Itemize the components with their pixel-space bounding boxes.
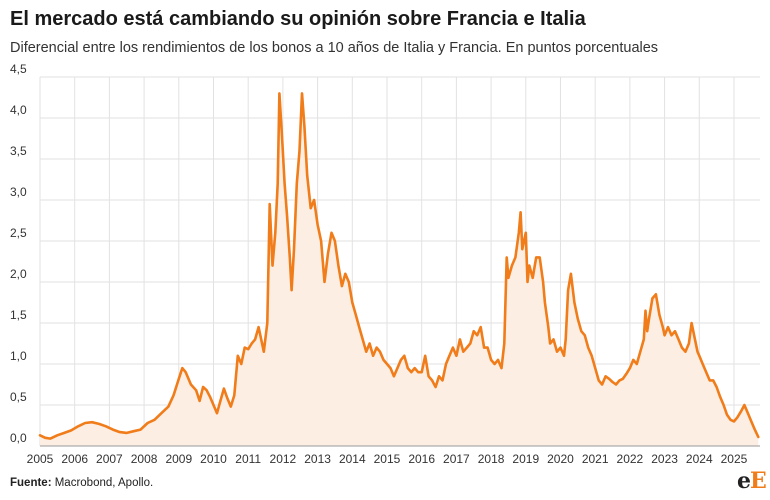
x-tick-label: 2010 bbox=[200, 452, 227, 466]
x-tick-label: 2018 bbox=[478, 452, 505, 466]
x-tick-label: 2008 bbox=[131, 452, 158, 466]
y-tick-label: 3,5 bbox=[10, 144, 27, 158]
x-tick-label: 2006 bbox=[61, 452, 88, 466]
source-text: Macrobond, Apollo. bbox=[51, 477, 154, 489]
el-economista-logo: eE bbox=[737, 468, 767, 494]
x-tick-label: 2015 bbox=[374, 452, 401, 466]
x-tick-label: 2012 bbox=[270, 452, 297, 466]
x-tick-label: 2017 bbox=[443, 452, 470, 466]
x-tick-label: 2005 bbox=[27, 452, 54, 466]
logo-letter-capital-e: E bbox=[750, 468, 767, 494]
source-label: Fuente: bbox=[10, 477, 52, 489]
logo-letter-e: e bbox=[737, 468, 751, 494]
x-tick-label: 2025 bbox=[721, 452, 748, 466]
y-tick-label: 2,5 bbox=[10, 226, 27, 240]
x-tick-label: 2009 bbox=[165, 452, 192, 466]
x-tick-label: 2013 bbox=[304, 452, 331, 466]
x-tick-label: 2022 bbox=[617, 452, 644, 466]
y-tick-label: 1,5 bbox=[10, 308, 27, 322]
spread-series-line bbox=[38, 92, 760, 440]
x-tick-label: 2016 bbox=[408, 452, 435, 466]
spread-area-fill bbox=[40, 93, 759, 447]
source-note: Fuente: Macrobond, Apollo. bbox=[10, 477, 153, 489]
chart-title: El mercado está cambiando su opinión sob… bbox=[10, 8, 586, 30]
x-tick-label: 2014 bbox=[339, 452, 366, 466]
x-tick-label: 2019 bbox=[512, 452, 539, 466]
y-tick-label: 1,0 bbox=[10, 349, 27, 363]
x-tick-label: 2011 bbox=[235, 452, 261, 466]
x-tick-label: 2020 bbox=[547, 452, 574, 466]
y-tick-label: 4,5 bbox=[10, 62, 27, 76]
y-tick-label: 3,0 bbox=[10, 185, 27, 199]
y-tick-label: 2,0 bbox=[10, 267, 27, 281]
x-tick-label: 2023 bbox=[651, 452, 678, 466]
spread-area-chart: 0,0 0,5 1,0 1,5 2,0 2,5 3,0 3,5 4,0 4,5 2005 2006 20… bbox=[10, 62, 760, 466]
y-tick-label: 0,0 bbox=[10, 431, 27, 445]
x-tick-label: 2021 bbox=[582, 452, 609, 466]
chart-subtitle: Diferencial entre los rendimientos de lo… bbox=[10, 40, 659, 56]
y-tick-label: 0,5 bbox=[10, 390, 27, 404]
x-tick-label: 2024 bbox=[686, 452, 713, 466]
x-tick-label: 2007 bbox=[96, 452, 123, 466]
y-tick-label: 4,0 bbox=[10, 103, 27, 117]
